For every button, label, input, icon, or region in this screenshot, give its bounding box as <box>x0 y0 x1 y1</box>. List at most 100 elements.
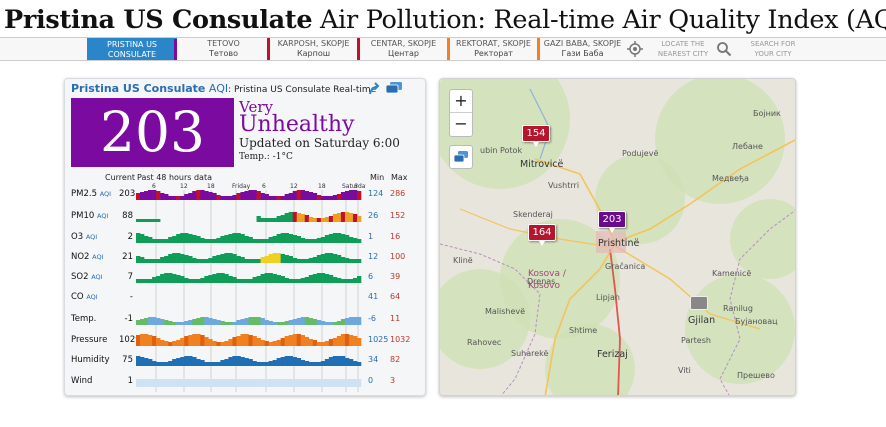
history-bar <box>296 213 302 222</box>
nav-item-karposh[interactable]: KARPOSH, SKOPJE Карпош <box>267 38 357 60</box>
history-bar <box>184 336 189 346</box>
nav-item-tetovo[interactable]: TETOVO Тетово <box>180 38 267 60</box>
nav-item-pristina[interactable]: PRISTINA US CONSULATE <box>87 38 177 60</box>
search-label-line1: SEARCH FOR <box>750 40 796 48</box>
station-map[interactable]: Mitrovicë Vushtrri Skenderaj Podujevë Prisht… <box>439 78 796 396</box>
history-bar <box>184 233 189 243</box>
history-bar <box>328 379 334 387</box>
history-bar <box>340 192 346 200</box>
history-bar <box>340 356 346 366</box>
history-bar <box>176 234 181 243</box>
history-bar <box>152 317 157 325</box>
history-bar <box>216 320 221 325</box>
history-bar <box>136 256 141 263</box>
history-bar <box>288 320 293 325</box>
search-city-link[interactable]: SEARCH FOR YOUR CITY <box>742 39 804 59</box>
zoom-in-button[interactable]: + <box>450 90 472 113</box>
row-current-value: 75 <box>122 355 133 365</box>
history-bar <box>356 379 362 387</box>
history-bar <box>304 361 310 366</box>
map-place-label: Kosova / <box>528 269 566 279</box>
locate-icon[interactable] <box>626 40 644 58</box>
station-name[interactable]: Pristina US Consulate <box>71 82 206 95</box>
history-bar <box>312 257 318 263</box>
history-bar <box>236 320 241 325</box>
history-bar <box>316 320 322 325</box>
history-bar <box>168 254 173 263</box>
history-bar <box>348 190 354 200</box>
history-bar <box>152 361 157 366</box>
history-bar <box>304 259 310 263</box>
history-bar <box>312 379 318 387</box>
history-bar <box>136 335 141 346</box>
history-bar <box>264 341 269 346</box>
nav-item-sub: Карпош <box>296 49 331 58</box>
map-place-label: Podujevë <box>622 149 659 158</box>
history-bar <box>160 239 165 243</box>
history-bar <box>312 362 318 366</box>
nav-item-label: KARPOSH, SKOPJE <box>277 39 350 48</box>
history-bar <box>320 218 326 222</box>
history-bar <box>332 379 338 387</box>
history-bar <box>180 357 185 366</box>
row-current-value: 1 <box>127 376 133 386</box>
history-bar <box>216 238 221 243</box>
map-aqi-marker[interactable]: 154 <box>522 125 550 147</box>
history-bar <box>244 259 249 263</box>
history-bar <box>160 319 165 325</box>
map-place-label: Klinë <box>453 256 473 265</box>
history-bar <box>340 319 346 325</box>
page-title-rest: Air Pollution: Real-time Air Quality Ind… <box>312 5 886 35</box>
map-aqi-marker[interactable]: 203 <box>598 211 626 233</box>
history-bar <box>332 233 338 243</box>
history-bar <box>240 319 245 325</box>
history-bar <box>164 256 169 263</box>
history-bar <box>180 196 185 200</box>
map-aqi-marker[interactable]: 164 <box>528 224 556 246</box>
history-bar <box>336 194 342 200</box>
history-bar <box>288 234 293 243</box>
history-bar <box>344 318 350 325</box>
nav-item-gazi-baba[interactable]: GAZI BABA, SKOPJE Гази Баба <box>537 38 625 60</box>
row-label: NO2 AQI <box>71 252 104 262</box>
history-bar <box>284 233 289 243</box>
layers-button[interactable] <box>449 145 473 169</box>
search-icon[interactable] <box>715 40 733 58</box>
nav-item-centar[interactable]: CENTAR, SKOPJE Центар <box>357 38 447 60</box>
aqi-status-line2: Unhealthy <box>239 112 355 137</box>
history-bar <box>216 255 221 263</box>
row-min-value: 1 <box>368 232 374 241</box>
history-bar <box>304 191 310 200</box>
history-bar <box>164 320 169 325</box>
share-icon[interactable] <box>368 82 380 96</box>
row-name: Temp. <box>71 314 97 324</box>
history-bar <box>284 321 289 325</box>
history-bar <box>180 338 185 346</box>
row-max-value: 39 <box>390 272 401 281</box>
nav-item-rektorat[interactable]: REKTORAT, SKOPJE Ректорат <box>447 38 537 60</box>
map-forest-area <box>655 79 785 204</box>
history-bar <box>152 259 157 263</box>
nav-item-label: CENTAR, SKOPJE <box>370 39 437 48</box>
map-place-label: Kosovo <box>528 281 560 291</box>
history-bar <box>172 236 177 243</box>
zoom-out-button[interactable]: − <box>454 114 468 133</box>
map-river <box>529 88 551 160</box>
locate-nearest-city-link[interactable]: LOCATE THE NEAREST CITY <box>652 39 714 59</box>
map-border <box>440 243 541 395</box>
history-bar <box>184 321 189 325</box>
time-tick-label: Friday <box>232 183 251 190</box>
locate-label-line2: NEAREST CITY <box>657 50 709 58</box>
history-bar <box>260 257 265 263</box>
history-bar <box>324 359 330 366</box>
widget-icon[interactable] <box>385 81 403 95</box>
history-bar <box>164 341 169 346</box>
history-bar <box>296 318 302 325</box>
history-bar <box>196 318 201 325</box>
map-place-label: ubin Potok <box>480 146 523 155</box>
history-bar <box>340 279 346 283</box>
history-bar <box>188 356 193 366</box>
history-bar <box>352 238 358 243</box>
map-marker-offline[interactable] <box>690 296 708 310</box>
history-bar <box>264 218 269 222</box>
